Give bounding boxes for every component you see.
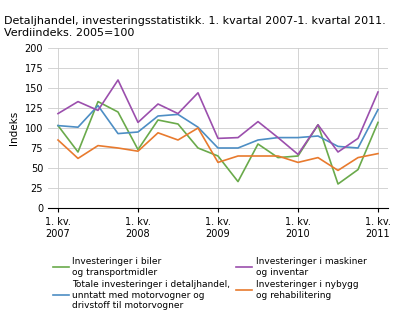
- Totale investeringer i detaljhandel,
unntatt med motorvogner og
drivstoff til motorvogner: [376, 108, 380, 111]
- Investeringer i maskiner
og inventar: [116, 78, 120, 82]
- Investeringer i biler
og transportmidler: [296, 154, 300, 158]
- Investeringer i biler
og transportmidler: [176, 122, 180, 126]
- Investeringer i biler
og transportmidler: [76, 150, 80, 154]
- Line: Totale investeringer i detaljhandel,
unntatt med motorvogner og
drivstoff til motorvogner: Totale investeringer i detaljhandel, unn…: [58, 106, 378, 148]
- Investeringer i maskiner
og inventar: [176, 112, 180, 116]
- Line: Investeringer i biler
og transportmidler: Investeringer i biler og transportmidler: [58, 101, 378, 184]
- Investeringer i biler
og transportmidler: [116, 110, 120, 114]
- Investeringer i maskiner
og inventar: [336, 150, 340, 154]
- Investeringer i maskiner
og inventar: [216, 136, 220, 140]
- Legend: Investeringer i biler
og transportmidler, Totale investeringer i detaljhandel,
u: Investeringer i biler og transportmidler…: [52, 257, 366, 310]
- Investeringer i maskiner
og inventar: [136, 120, 140, 124]
- Investeringer i nybygg
og rehabilitering: [56, 138, 60, 142]
- Investeringer i biler
og transportmidler: [356, 168, 360, 172]
- Investeringer i maskiner
og inventar: [156, 102, 160, 106]
- Investeringer i maskiner
og inventar: [96, 108, 100, 112]
- Investeringer i nybygg
og rehabilitering: [196, 126, 200, 130]
- Investeringer i biler
og transportmidler: [376, 120, 380, 124]
- Investeringer i maskiner
og inventar: [376, 90, 380, 94]
- Totale investeringer i detaljhandel,
unntatt med motorvogner og
drivstoff til motorvogner: [136, 130, 140, 134]
- Investeringer i biler
og transportmidler: [316, 123, 320, 127]
- Totale investeringer i detaljhandel,
unntatt med motorvogner og
drivstoff til motorvogner: [276, 136, 280, 140]
- Investeringer i nybygg
og rehabilitering: [116, 146, 120, 150]
- Totale investeringer i detaljhandel,
unntatt med motorvogner og
drivstoff til motorvogner: [76, 125, 80, 129]
- Investeringer i biler
og transportmidler: [136, 148, 140, 151]
- Y-axis label: Indeks: Indeks: [9, 111, 19, 145]
- Totale investeringer i detaljhandel,
unntatt med motorvogner og
drivstoff til motorvogner: [116, 132, 120, 136]
- Totale investeringer i detaljhandel,
unntatt med motorvogner og
drivstoff til motorvogner: [316, 134, 320, 138]
- Investeringer i maskiner
og inventar: [356, 136, 360, 140]
- Totale investeringer i detaljhandel,
unntatt med motorvogner og
drivstoff til motorvogner: [96, 104, 100, 108]
- Investeringer i nybygg
og rehabilitering: [336, 168, 340, 172]
- Investeringer i biler
og transportmidler: [236, 180, 240, 183]
- Totale investeringer i detaljhandel,
unntatt med motorvogner og
drivstoff til motorvogner: [356, 146, 360, 150]
- Text: Detaljhandel, investeringsstatistikk. 1. kvartal 2007-1. kvartal 2011.
Verdiinde: Detaljhandel, investeringsstatistikk. 1.…: [4, 16, 386, 38]
- Totale investeringer i detaljhandel,
unntatt med motorvogner og
drivstoff til motorvogner: [236, 146, 240, 150]
- Investeringer i nybygg
og rehabilitering: [376, 152, 380, 156]
- Totale investeringer i detaljhandel,
unntatt med motorvogner og
drivstoff til motorvogner: [196, 125, 200, 129]
- Totale investeringer i detaljhandel,
unntatt med motorvogner og
drivstoff til motorvogner: [256, 138, 260, 142]
- Line: Investeringer i nybygg
og rehabilitering: Investeringer i nybygg og rehabilitering: [58, 128, 378, 170]
- Investeringer i maskiner
og inventar: [256, 120, 260, 124]
- Investeringer i nybygg
og rehabilitering: [356, 156, 360, 159]
- Investeringer i biler
og transportmidler: [156, 118, 160, 122]
- Investeringer i maskiner
og inventar: [56, 112, 60, 116]
- Totale investeringer i detaljhandel,
unntatt med motorvogner og
drivstoff til motorvogner: [176, 112, 180, 116]
- Totale investeringer i detaljhandel,
unntatt med motorvogner og
drivstoff til motorvogner: [56, 124, 60, 127]
- Investeringer i maskiner
og inventar: [236, 136, 240, 140]
- Investeringer i nybygg
og rehabilitering: [296, 161, 300, 164]
- Investeringer i nybygg
og rehabilitering: [276, 154, 280, 158]
- Investeringer i biler
og transportmidler: [216, 154, 220, 158]
- Investeringer i nybygg
og rehabilitering: [156, 131, 160, 135]
- Investeringer i biler
og transportmidler: [336, 182, 340, 186]
- Investeringer i maskiner
og inventar: [76, 100, 80, 103]
- Investeringer i maskiner
og inventar: [276, 136, 280, 140]
- Investeringer i biler
og transportmidler: [276, 156, 280, 159]
- Investeringer i maskiner
og inventar: [196, 91, 200, 95]
- Investeringer i nybygg
og rehabilitering: [136, 149, 140, 153]
- Totale investeringer i detaljhandel,
unntatt med motorvogner og
drivstoff til motorvogner: [296, 136, 300, 140]
- Investeringer i nybygg
og rehabilitering: [216, 161, 220, 164]
- Line: Investeringer i maskiner
og inventar: Investeringer i maskiner og inventar: [58, 80, 378, 155]
- Totale investeringer i detaljhandel,
unntatt med motorvogner og
drivstoff til motorvogner: [336, 145, 340, 148]
- Totale investeringer i detaljhandel,
unntatt med motorvogner og
drivstoff til motorvogner: [156, 114, 160, 118]
- Investeringer i maskiner
og inventar: [316, 123, 320, 127]
- Investeringer i nybygg
og rehabilitering: [76, 156, 80, 160]
- Investeringer i maskiner
og inventar: [296, 153, 300, 156]
- Investeringer i nybygg
og rehabilitering: [96, 144, 100, 148]
- Investeringer i nybygg
og rehabilitering: [236, 154, 240, 158]
- Investeringer i nybygg
og rehabilitering: [256, 154, 260, 158]
- Totale investeringer i detaljhandel,
unntatt med motorvogner og
drivstoff til motorvogner: [216, 146, 220, 150]
- Investeringer i biler
og transportmidler: [56, 124, 60, 127]
- Investeringer i biler
og transportmidler: [256, 142, 260, 146]
- Investeringer i nybygg
og rehabilitering: [316, 156, 320, 159]
- Investeringer i biler
og transportmidler: [96, 100, 100, 103]
- Investeringer i nybygg
og rehabilitering: [176, 138, 180, 142]
- Investeringer i biler
og transportmidler: [196, 146, 200, 150]
